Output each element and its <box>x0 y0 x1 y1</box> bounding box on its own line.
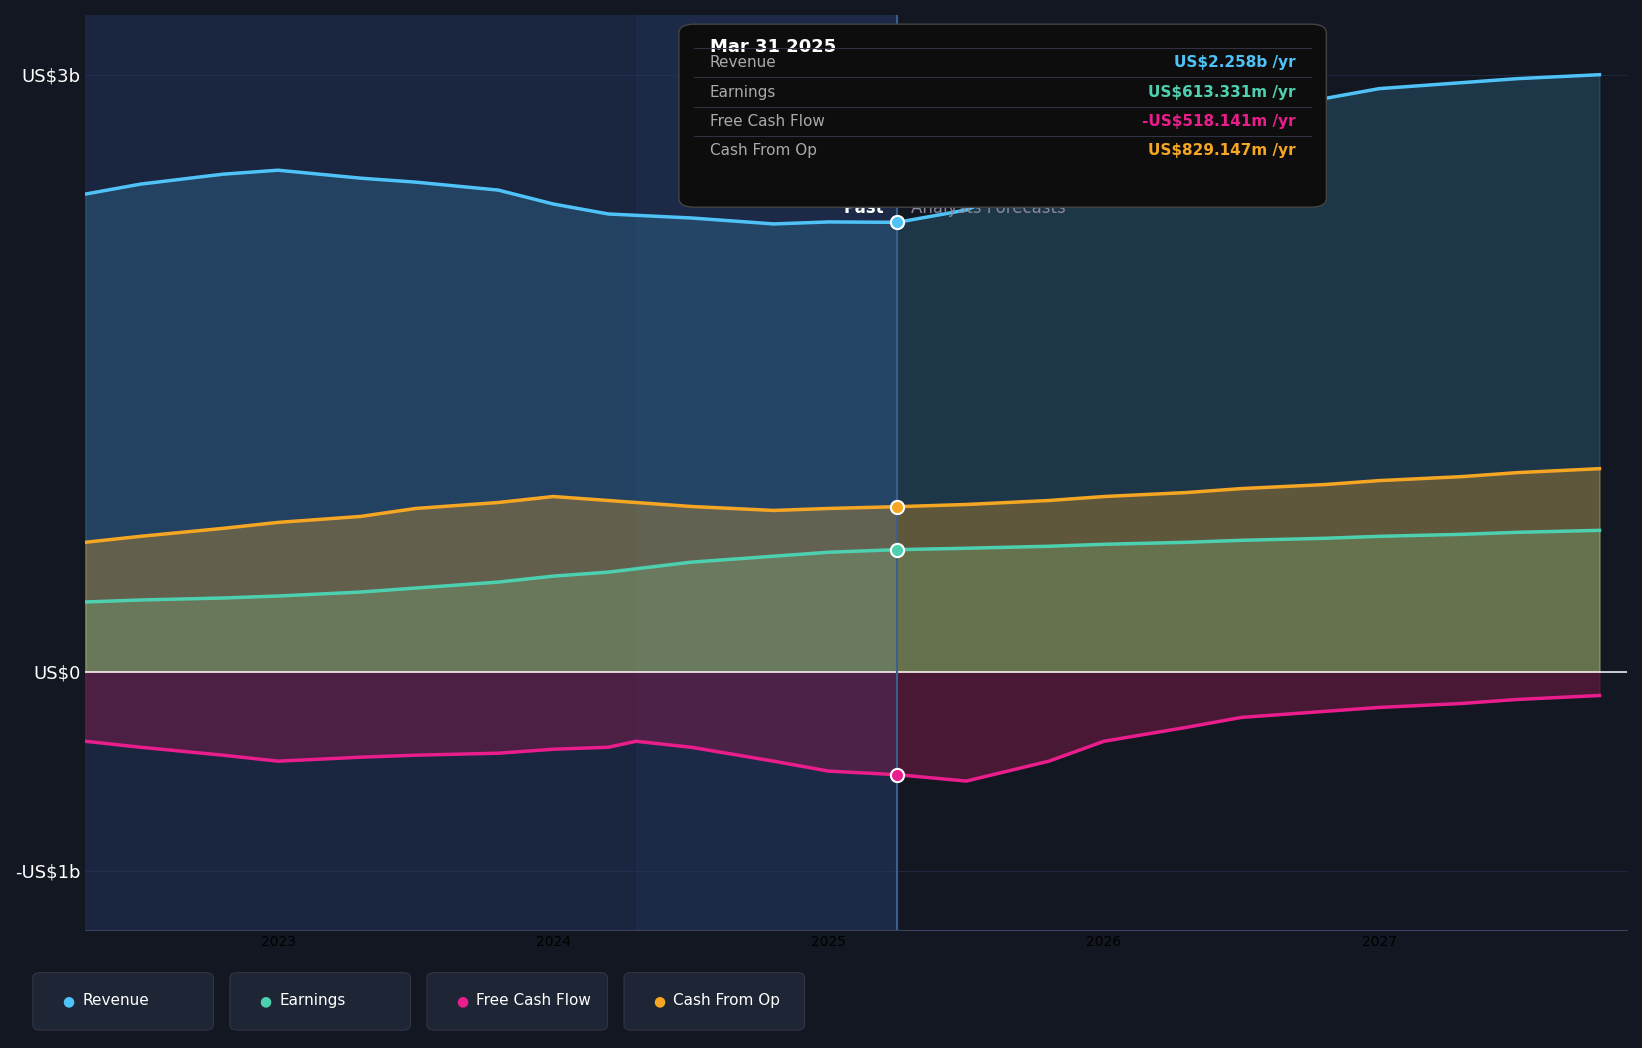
Text: ●: ● <box>456 994 468 1008</box>
Text: ●: ● <box>62 994 74 1008</box>
Text: Free Cash Flow: Free Cash Flow <box>476 994 591 1008</box>
Text: ●: ● <box>259 994 271 1008</box>
Text: Past: Past <box>842 199 883 217</box>
Text: Earnings: Earnings <box>279 994 345 1008</box>
Bar <box>898 15 1627 931</box>
Bar <box>635 15 898 931</box>
Text: -US$518.141m /yr: -US$518.141m /yr <box>1141 114 1296 129</box>
Bar <box>85 15 898 931</box>
Text: US$613.331m /yr: US$613.331m /yr <box>1148 85 1296 100</box>
Text: Cash From Op: Cash From Op <box>709 144 816 158</box>
FancyBboxPatch shape <box>678 24 1327 208</box>
Text: Mar 31 2025: Mar 31 2025 <box>709 38 836 56</box>
Text: ●: ● <box>654 994 665 1008</box>
Text: US$829.147m /yr: US$829.147m /yr <box>1148 144 1296 158</box>
Text: Revenue: Revenue <box>709 56 777 70</box>
Text: US$2.258b /yr: US$2.258b /yr <box>1174 56 1296 70</box>
Text: Free Cash Flow: Free Cash Flow <box>709 114 824 129</box>
Text: Cash From Op: Cash From Op <box>673 994 780 1008</box>
Text: Analysts Forecasts: Analysts Forecasts <box>911 199 1066 217</box>
Text: Earnings: Earnings <box>709 85 777 100</box>
Text: Revenue: Revenue <box>82 994 149 1008</box>
